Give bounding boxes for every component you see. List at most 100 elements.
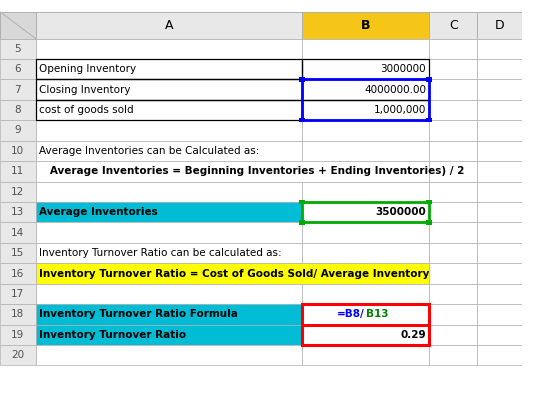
Bar (35, 59, 302, 79)
Bar (302, 100, 429, 120)
Bar (35, 284, 302, 304)
Bar (429, 325, 477, 345)
Bar (35, 202, 302, 222)
Bar (0, 263, 35, 284)
Text: 12: 12 (11, 187, 24, 197)
Bar (0, 141, 35, 161)
Bar (0, 325, 35, 345)
Bar (0, 100, 35, 120)
Bar (477, 59, 522, 79)
Text: D: D (495, 18, 505, 32)
Bar (429, 120, 477, 141)
Bar (429, 161, 477, 182)
Bar (302, 79, 429, 120)
Text: 20: 20 (11, 350, 24, 360)
Bar (35, 243, 302, 263)
Bar (35, 120, 302, 141)
Bar (477, 243, 522, 263)
Bar (429, 182, 477, 202)
Bar (0, 243, 35, 263)
Bar (427, 118, 432, 123)
Bar (429, 202, 477, 222)
Text: Average Inventories = Beginning Inventories + Ending Inventories) / 2: Average Inventories = Beginning Inventor… (39, 166, 465, 176)
Text: 15: 15 (11, 248, 24, 258)
Bar (429, 12, 477, 39)
Bar (302, 284, 429, 304)
Text: B: B (361, 18, 370, 32)
Bar (0, 284, 35, 304)
Bar (477, 304, 522, 325)
Bar (35, 141, 302, 161)
Bar (35, 100, 302, 120)
Text: 16: 16 (11, 268, 24, 279)
Bar (427, 220, 432, 225)
Bar (299, 220, 305, 225)
Text: 6: 6 (14, 64, 21, 74)
Bar (477, 120, 522, 141)
Text: Inventory Turnover Ratio Formula: Inventory Turnover Ratio Formula (39, 309, 238, 320)
Text: 4000000.00: 4000000.00 (364, 84, 426, 95)
Bar (302, 79, 429, 100)
Bar (429, 345, 477, 365)
Bar (302, 79, 429, 100)
Bar (35, 263, 429, 284)
Text: 5: 5 (14, 44, 21, 54)
Bar (299, 77, 305, 82)
Text: Average Inventories can be Calculated as:: Average Inventories can be Calculated as… (39, 146, 259, 156)
Text: 17: 17 (11, 289, 24, 299)
Bar (35, 59, 302, 79)
Bar (35, 304, 302, 325)
Bar (429, 39, 477, 59)
Bar (0, 120, 35, 141)
Bar (302, 325, 429, 345)
Bar (0, 12, 35, 39)
Text: 10: 10 (11, 146, 24, 156)
Text: 3500000: 3500000 (375, 207, 426, 217)
Bar (302, 39, 429, 59)
Bar (477, 100, 522, 120)
Text: 11: 11 (11, 166, 24, 176)
Bar (302, 345, 429, 365)
Bar (302, 304, 429, 345)
Bar (0, 304, 35, 325)
Text: 7: 7 (14, 84, 21, 95)
Bar (0, 345, 35, 365)
Bar (429, 222, 477, 243)
Bar (477, 284, 522, 304)
Bar (429, 304, 477, 325)
Bar (429, 59, 477, 79)
Bar (429, 243, 477, 263)
Bar (302, 304, 429, 325)
Text: Average Inventories: Average Inventories (39, 207, 158, 217)
Bar (429, 100, 477, 120)
Bar (477, 39, 522, 59)
Bar (35, 161, 429, 182)
Bar (477, 79, 522, 100)
Bar (302, 120, 429, 141)
Bar (0, 79, 35, 100)
Bar (429, 284, 477, 304)
Bar (477, 202, 522, 222)
Bar (35, 222, 302, 243)
Text: A: A (164, 18, 173, 32)
Bar (35, 12, 302, 39)
Text: 9: 9 (14, 125, 21, 136)
Bar (35, 39, 302, 59)
Bar (302, 141, 429, 161)
Bar (0, 161, 35, 182)
Bar (302, 12, 429, 39)
Bar (302, 202, 429, 222)
Text: 0.29: 0.29 (401, 330, 426, 340)
Bar (0, 222, 35, 243)
Bar (0, 182, 35, 202)
Bar (302, 222, 429, 243)
Bar (477, 325, 522, 345)
Bar (427, 200, 432, 204)
Bar (477, 141, 522, 161)
Text: B13: B13 (365, 309, 388, 320)
Bar (429, 79, 477, 100)
Text: cost of goods sold: cost of goods sold (39, 105, 134, 115)
Bar (302, 59, 429, 79)
Bar (0, 39, 35, 59)
Bar (299, 118, 305, 123)
